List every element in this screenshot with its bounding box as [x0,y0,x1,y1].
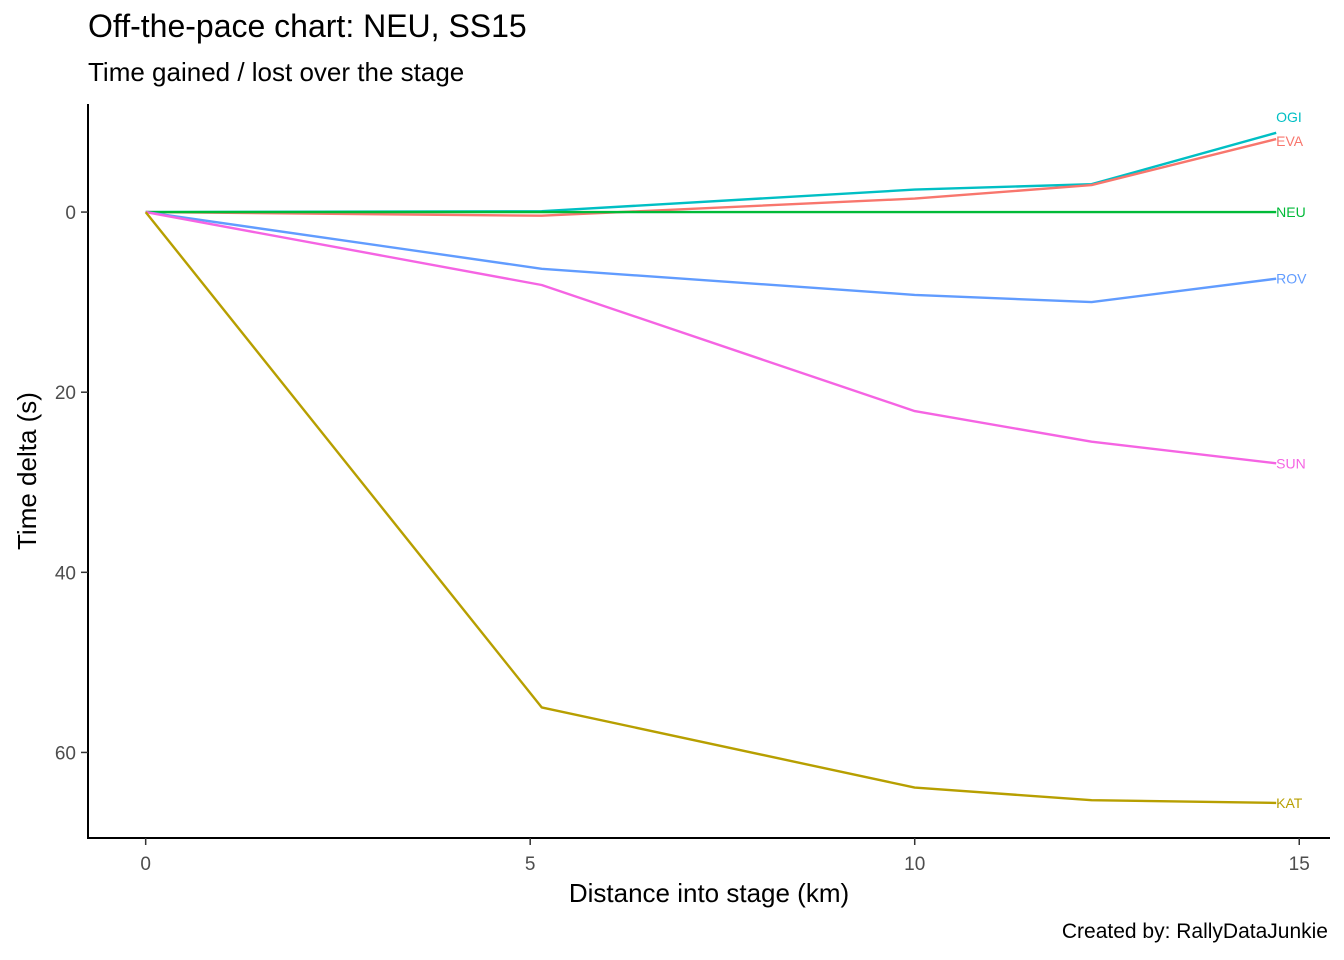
series-label-ogi: OGI [1276,109,1302,125]
x-tick-label: 0 [140,854,151,875]
chart-subtitle: Time gained / lost over the stage [88,57,465,87]
series-label-sun: SUN [1276,455,1306,471]
y-tick-label: 40 [55,563,76,584]
tick-layer: 0 5 10 15 0 20 40 60 [55,203,1310,875]
y-tick-label: 20 [55,383,76,404]
series-label-layer: OGI EVA NEU ROV SUN KAT [1276,109,1307,811]
series-line-rov [145,210,1277,304]
chart-title: Off-the-pace chart: NEU, SS15 [88,8,527,44]
y-axis-title: Time delta (s) [12,392,42,550]
series-line-eva [145,137,1277,217]
series-line-sun [145,210,1277,465]
series-label-neu: NEU [1276,204,1306,220]
y-tick-label: 60 [55,743,76,764]
series-line-ogi [145,131,1277,214]
x-tick-label: 10 [904,854,925,875]
y-tick-label: 0 [65,203,76,224]
x-axis-title: Distance into stage (km) [569,878,849,908]
series-layer [144,131,1277,805]
series-line-kat [144,211,1277,805]
x-tick-label: 15 [1289,854,1310,875]
x-tick-label: 5 [525,854,536,875]
series-label-eva: EVA [1276,133,1304,149]
series-label-kat: KAT [1276,795,1303,811]
chart-caption: Created by: RallyDataJunkie [1061,920,1328,943]
series-label-rov: ROV [1276,271,1307,287]
